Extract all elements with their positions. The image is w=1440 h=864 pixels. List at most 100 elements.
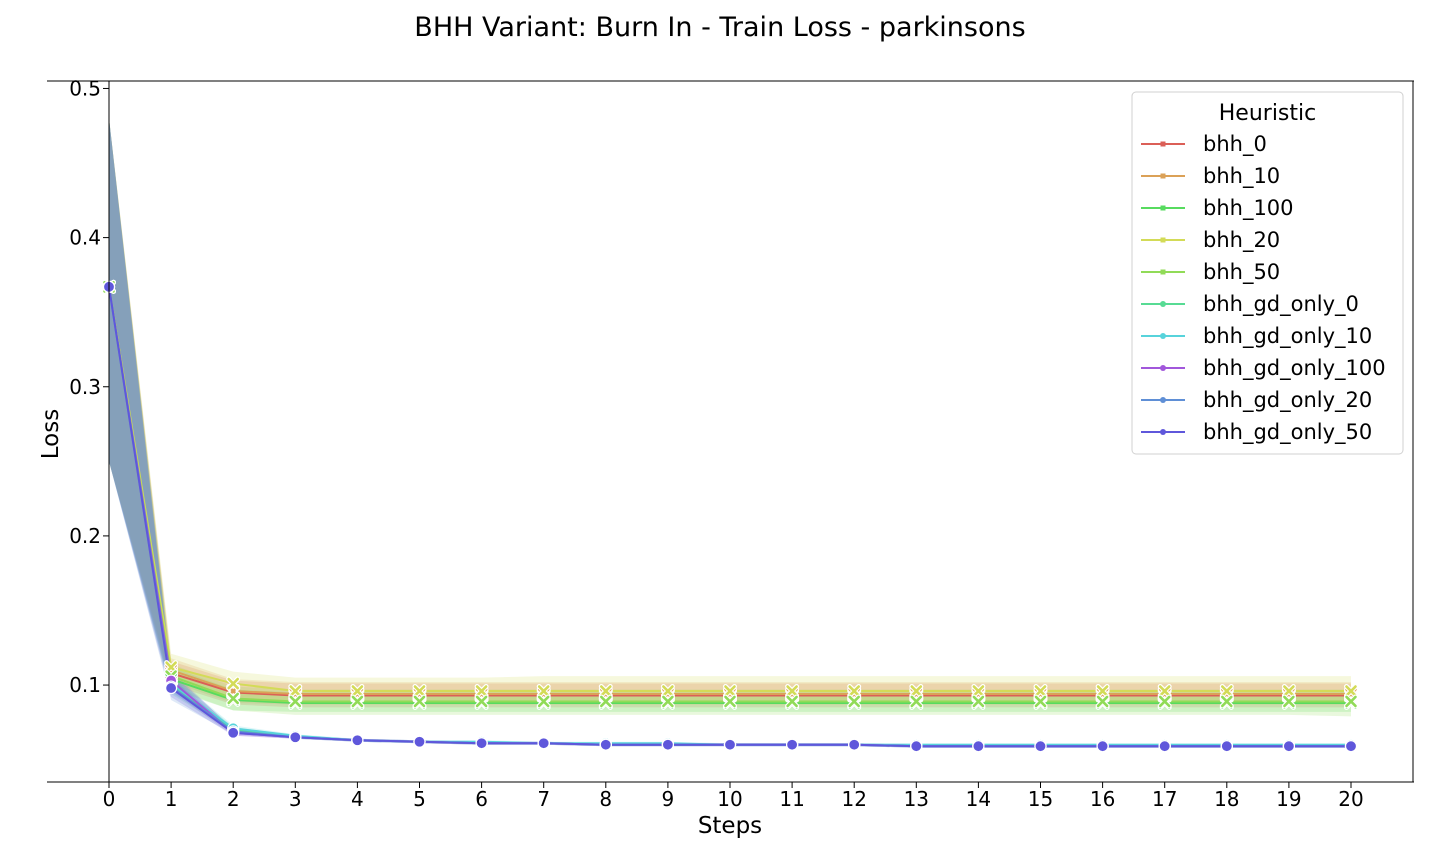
axes: 0 1 2 3 4 5 6 7 8 9 10 11 12 13 14 15 16 17 18 19 200.10.20.… [38, 76, 1414, 839]
legend-marker [1160, 269, 1166, 275]
point-bhh_gd_only_50-9 [661, 738, 675, 751]
series-markers [102, 279, 1358, 753]
x-tick-label: 9 [662, 787, 675, 811]
point-bhh_50-12 [847, 694, 862, 709]
x-tick-label: 3 [289, 787, 302, 811]
legend-label: bhh_gd_only_0 [1203, 292, 1359, 317]
point-bhh_gd_only_50-6 [475, 737, 488, 750]
x-tick-label: 15 [1028, 787, 1053, 811]
legend-box [1131, 91, 1404, 455]
point-bhh_50-10 [723, 694, 737, 709]
legend: Heuristic bhh_0 bhh_10 bhh_100 bhh_20 bhh_50b… [1131, 91, 1404, 455]
legend-item-bhh_50: bhh_50 [1141, 260, 1280, 285]
x-tick-label: 1 [165, 787, 178, 811]
point-bhh_gd_only_50-11 [785, 738, 799, 751]
point-bhh_50-3 [288, 694, 303, 709]
legend-label: bhh_20 [1203, 228, 1280, 253]
point-bhh_20-9 [660, 684, 675, 699]
point-bhh_gd_only_50-16 [1096, 740, 1109, 753]
point-bhh_gd_only_50-13 [910, 740, 923, 753]
point-bhh_gd_only_50-15 [1034, 740, 1047, 753]
legend-marker [1160, 429, 1166, 435]
point-bhh_50-19 [1281, 694, 1296, 709]
legend-item-bhh_gd_only_0: bhh_gd_only_0 [1141, 292, 1359, 317]
y-axis-label: Loss [38, 409, 64, 459]
point-bhh_20-7 [536, 684, 551, 699]
point-bhh_20-15 [1033, 684, 1048, 699]
legend-item-bhh_gd_only_10: bhh_gd_only_10 [1141, 324, 1372, 349]
point-bhh_50-17 [1157, 694, 1172, 709]
legend-label: bhh_gd_only_100 [1203, 356, 1386, 381]
point-bhh_50-15 [1033, 694, 1048, 709]
x-tick-label: 17 [1152, 787, 1177, 811]
legend-label: bhh_10 [1203, 164, 1280, 189]
point-bhh_gd_only_50-19 [1282, 740, 1296, 753]
point-bhh_20-12 [847, 684, 862, 699]
point-bhh_gd_only_50-12 [848, 738, 861, 751]
y-tick-label: 0.1 [69, 673, 101, 697]
legend-title: Heuristic [1219, 101, 1316, 126]
legend-label: bhh_100 [1203, 196, 1294, 221]
x-tick-label: 8 [599, 787, 612, 811]
point-bhh_50-18 [1219, 694, 1234, 709]
x-tick-label: 10 [717, 787, 742, 811]
legend-marker [1160, 333, 1166, 339]
point-bhh_20-11 [785, 684, 800, 699]
legend-label: bhh_0 [1203, 132, 1267, 157]
point-bhh_20-13 [909, 684, 924, 699]
point-bhh_50-9 [660, 694, 675, 709]
legend-marker [1160, 301, 1166, 307]
point-bhh_20-16 [1095, 684, 1110, 699]
x-tick-label: 6 [475, 787, 488, 811]
x-tick-label: 18 [1214, 787, 1239, 811]
point-bhh_gd_only_50-17 [1158, 740, 1171, 753]
point-bhh_20-3 [288, 684, 303, 699]
legend-item-bhh_gd_only_50: bhh_gd_only_50 [1141, 420, 1372, 445]
point-bhh_20-5 [412, 684, 427, 699]
x-tick-label: 7 [537, 787, 550, 811]
legend-marker [1160, 173, 1166, 179]
legend-label: bhh_50 [1203, 260, 1280, 285]
point-bhh_50-2 [226, 691, 241, 706]
y-tick-label: 0.5 [69, 76, 101, 100]
point-bhh_gd_only_50-3 [289, 731, 302, 744]
x-tick-label: 11 [779, 787, 804, 811]
legend-marker [1160, 141, 1166, 147]
legend-item-bhh_0: bhh_0 [1141, 132, 1267, 157]
legend-label: bhh_gd_only_20 [1203, 388, 1372, 413]
x-tick-label: 5 [413, 787, 426, 811]
point-bhh_50-4 [350, 694, 365, 709]
point-bhh_gd_only_50-2 [227, 726, 240, 739]
legend-item-bhh_10: bhh_10 [1141, 164, 1280, 189]
legend-label: bhh_gd_only_10 [1203, 324, 1372, 349]
x-axis-label: Steps [698, 813, 762, 839]
point-bhh_50-8 [598, 694, 613, 709]
point-bhh_20-8 [598, 684, 613, 699]
y-tick-label: 0.2 [69, 524, 101, 548]
point-bhh_gd_only_50-7 [537, 737, 550, 750]
legend-label: bhh_gd_only_50 [1203, 420, 1372, 445]
chart-title: BHH Variant: Burn In - Train Loss - park… [414, 12, 1026, 43]
point-bhh_gd_only_50-18 [1220, 740, 1233, 753]
point-bhh_20-20 [1344, 684, 1358, 699]
point-bhh_20-10 [723, 684, 737, 699]
x-tick-label: 16 [1090, 787, 1115, 811]
x-tick-label: 20 [1338, 787, 1363, 811]
x-tick-label: 14 [966, 787, 991, 811]
x-tick-label: 13 [904, 787, 929, 811]
x-tick-label: 12 [841, 787, 866, 811]
legend-item-bhh_gd_only_20: bhh_gd_only_20 [1141, 388, 1372, 413]
legend-marker [1160, 205, 1166, 211]
legend-item-bhh_20: bhh_20 [1141, 228, 1280, 253]
point-bhh_50-20 [1344, 694, 1358, 709]
point-bhh_gd_only_50-14 [972, 740, 985, 753]
y-tick-label: 0.4 [69, 226, 101, 250]
x-tick-label: 4 [351, 787, 364, 811]
point-bhh_50-11 [785, 694, 800, 709]
legend-marker [1160, 237, 1166, 243]
y-tick-label: 0.3 [69, 375, 101, 399]
x-tick-label: 0 [103, 787, 116, 811]
point-bhh_gd_only_50-5 [413, 735, 426, 748]
point-bhh_50-13 [909, 694, 924, 709]
